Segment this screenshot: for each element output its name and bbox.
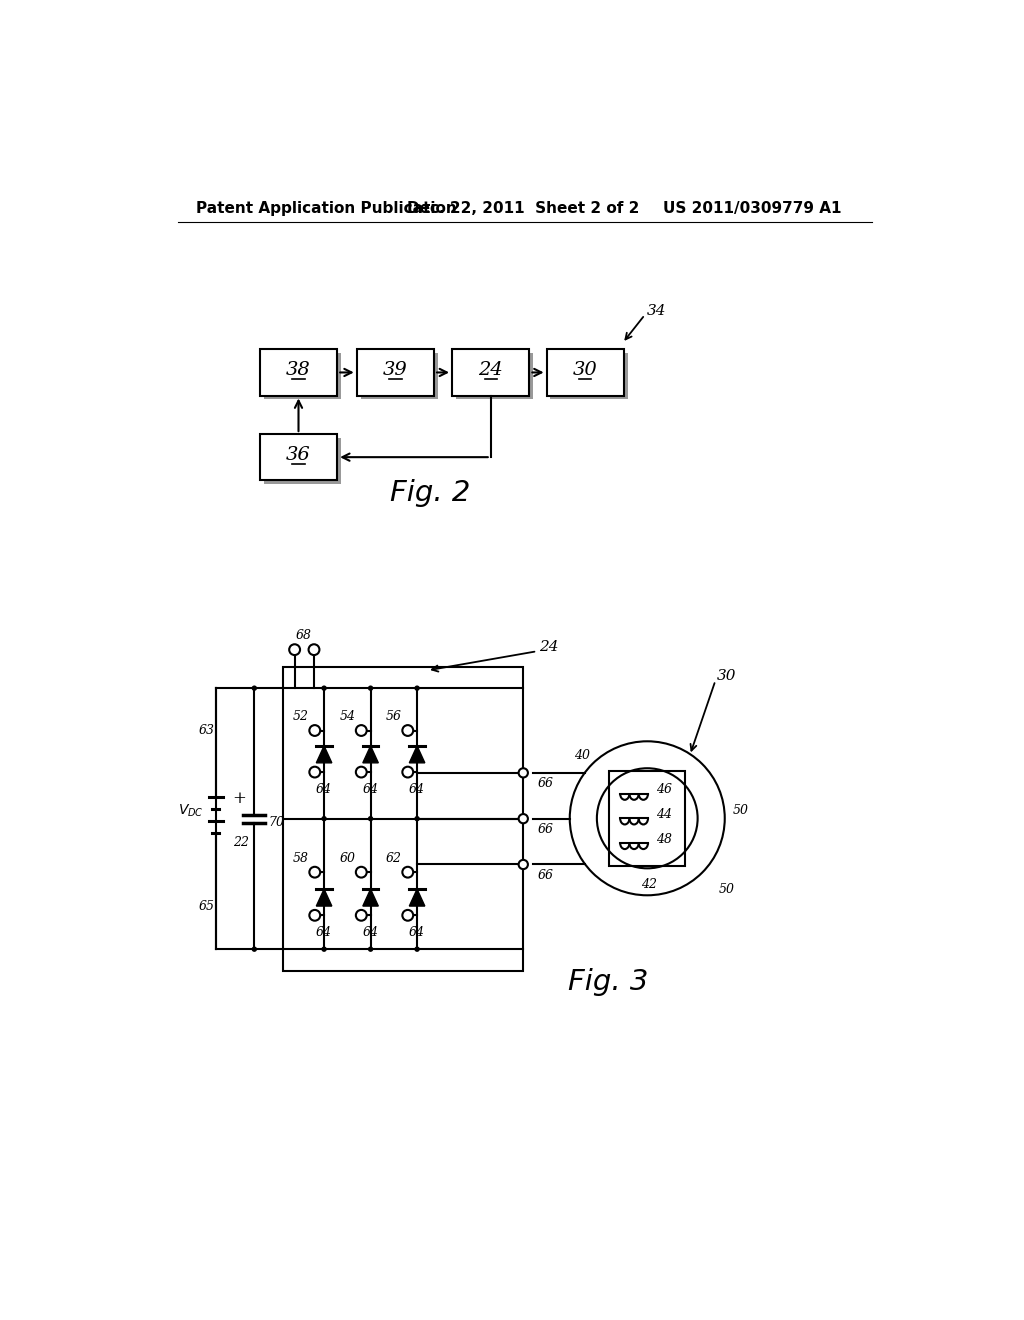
Circle shape	[322, 946, 327, 952]
Circle shape	[518, 768, 528, 777]
Bar	[356, 350, 434, 396]
Text: 36: 36	[286, 446, 311, 463]
Circle shape	[289, 644, 300, 655]
Text: 63: 63	[199, 723, 214, 737]
Circle shape	[415, 816, 420, 821]
Circle shape	[356, 725, 367, 737]
Circle shape	[309, 909, 321, 921]
Text: 62: 62	[386, 851, 401, 865]
Circle shape	[252, 685, 257, 690]
Circle shape	[368, 816, 374, 821]
Text: 60: 60	[339, 851, 355, 865]
Text: $V_{DC}$: $V_{DC}$	[178, 803, 204, 820]
Text: 66: 66	[538, 824, 553, 837]
Text: Fig. 3: Fig. 3	[568, 969, 648, 997]
Text: 42: 42	[641, 878, 657, 891]
Text: 39: 39	[383, 362, 408, 379]
Circle shape	[402, 909, 414, 921]
Text: 38: 38	[286, 362, 311, 379]
Circle shape	[308, 644, 319, 655]
Bar	[263, 354, 341, 400]
Polygon shape	[316, 890, 332, 906]
Text: 22: 22	[232, 837, 249, 849]
Circle shape	[415, 946, 420, 952]
Text: 68: 68	[296, 630, 312, 643]
Bar	[260, 350, 337, 396]
Circle shape	[402, 725, 414, 737]
Text: 64: 64	[362, 927, 379, 939]
Circle shape	[518, 814, 528, 824]
Circle shape	[518, 859, 528, 869]
Text: Patent Application Publication: Patent Application Publication	[197, 201, 457, 216]
Text: 58: 58	[293, 851, 309, 865]
Polygon shape	[410, 746, 425, 763]
Circle shape	[309, 767, 321, 777]
Polygon shape	[316, 746, 332, 763]
Bar	[550, 354, 628, 400]
Text: 40: 40	[573, 748, 590, 762]
Text: 64: 64	[316, 927, 332, 939]
Bar	[263, 438, 341, 484]
Circle shape	[252, 946, 257, 952]
Text: 66: 66	[538, 869, 553, 882]
Text: 44: 44	[655, 808, 672, 821]
Circle shape	[356, 867, 367, 878]
Text: 64: 64	[409, 927, 425, 939]
Text: US 2011/0309779 A1: US 2011/0309779 A1	[663, 201, 842, 216]
Circle shape	[415, 685, 420, 690]
Circle shape	[402, 767, 414, 777]
Bar	[452, 350, 529, 396]
Text: 56: 56	[386, 710, 401, 723]
Text: 24: 24	[478, 362, 503, 379]
Text: Fig. 2: Fig. 2	[390, 479, 470, 507]
Circle shape	[356, 909, 367, 921]
Text: 50: 50	[732, 804, 749, 817]
Text: 30: 30	[572, 362, 598, 379]
Text: 65: 65	[199, 900, 214, 913]
Text: 64: 64	[316, 783, 332, 796]
Circle shape	[309, 867, 321, 878]
Circle shape	[322, 816, 327, 821]
Bar	[456, 354, 534, 400]
Circle shape	[322, 685, 327, 690]
Text: Dec. 22, 2011  Sheet 2 of 2: Dec. 22, 2011 Sheet 2 of 2	[407, 201, 639, 216]
Bar	[547, 350, 624, 396]
Polygon shape	[362, 746, 378, 763]
Text: 52: 52	[293, 710, 309, 723]
Text: 64: 64	[409, 783, 425, 796]
Text: 48: 48	[655, 833, 672, 846]
Polygon shape	[362, 890, 378, 906]
Text: 50: 50	[719, 883, 734, 896]
Circle shape	[309, 725, 321, 737]
Bar	[609, 771, 685, 866]
Circle shape	[368, 685, 374, 690]
Text: 30: 30	[717, 669, 736, 682]
Bar	[260, 434, 337, 480]
Bar	[360, 354, 438, 400]
Text: 24: 24	[539, 640, 558, 655]
Polygon shape	[410, 890, 425, 906]
Text: 66: 66	[538, 777, 553, 791]
Circle shape	[356, 767, 367, 777]
Text: 46: 46	[655, 783, 672, 796]
Circle shape	[368, 946, 374, 952]
Text: 54: 54	[339, 710, 355, 723]
Bar	[283, 667, 523, 970]
Text: 64: 64	[362, 783, 379, 796]
Circle shape	[402, 867, 414, 878]
Text: 34: 34	[647, 304, 667, 318]
Text: +: +	[232, 791, 247, 807]
Text: 70: 70	[268, 816, 285, 829]
